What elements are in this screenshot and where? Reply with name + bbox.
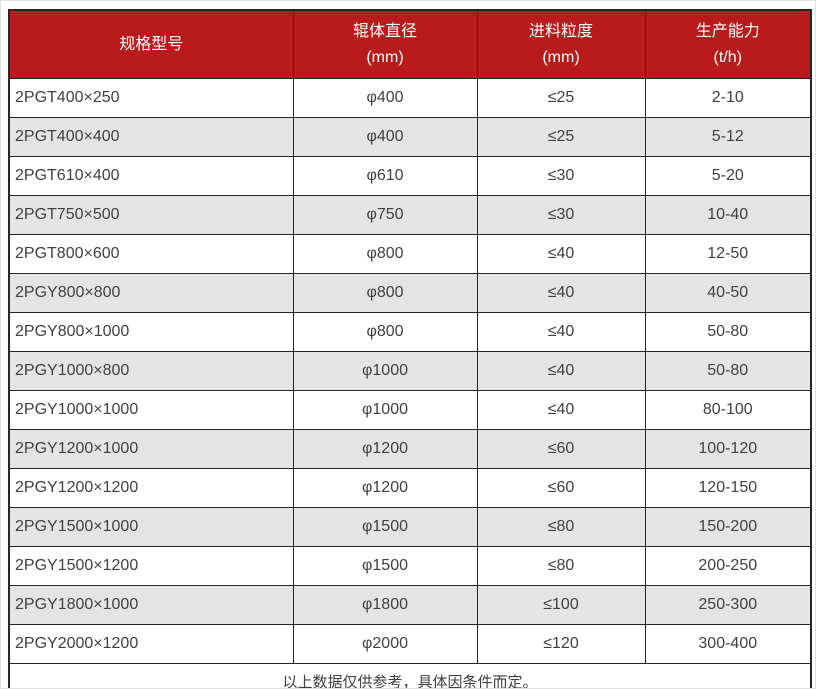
cell-model: 2PGY800×800: [8, 273, 294, 313]
cell-capacity: 2-10: [644, 78, 812, 118]
cell-feed-size: ≤30: [476, 156, 646, 196]
header-label-feed-size: 进料粒度: [528, 22, 593, 40]
cell-capacity: 100-120: [644, 429, 812, 469]
header-cell-feed-size: 进料粒度 (mm): [476, 9, 646, 79]
table-row: 2PGY800×1000 φ800 ≤40 50-80: [8, 312, 812, 352]
header-label-capacity: 生产能力: [695, 22, 760, 40]
cell-model: 2PGY1500×1000: [8, 507, 294, 547]
table-row: 2PGT750×500 φ750 ≤30 10-40: [8, 195, 812, 235]
cell-feed-size: ≤40: [476, 312, 646, 352]
cell-roller-diameter: φ800: [292, 312, 478, 352]
table-row: 2PGY1500×1000 φ1500 ≤80 150-200: [8, 507, 812, 547]
cell-capacity: 250-300: [644, 585, 812, 625]
cell-model: 2PGY1200×1200: [8, 468, 294, 508]
header-label-model: 规格型号: [119, 35, 184, 53]
table-row: 2PGY1800×1000 φ1800 ≤100 250-300: [8, 585, 812, 625]
cell-feed-size: ≤60: [476, 468, 646, 508]
cell-feed-size: ≤40: [476, 390, 646, 430]
table-row: 2PGY1200×1200 φ1200 ≤60 120-150: [8, 468, 812, 508]
cell-roller-diameter: φ610: [292, 156, 478, 196]
cell-feed-size: ≤60: [476, 429, 646, 469]
header-label-roller-diameter: 辊体直径: [352, 22, 417, 40]
cell-roller-diameter: φ1000: [292, 390, 478, 430]
cell-feed-size: ≤40: [476, 273, 646, 313]
cell-feed-size: ≤120: [476, 624, 646, 664]
header-unit-capacity: (t/h): [713, 48, 742, 66]
cell-model: 2PGT750×500: [8, 195, 294, 235]
cell-capacity: 120-150: [644, 468, 812, 508]
cell-capacity: 150-200: [644, 507, 812, 547]
cell-model: 2PGY800×1000: [8, 312, 294, 352]
cell-feed-size: ≤80: [476, 507, 646, 547]
cell-capacity: 12-50: [644, 234, 812, 274]
cell-model: 2PGY1800×1000: [8, 585, 294, 625]
table-row: 2PGT800×600 φ800 ≤40 12-50: [8, 234, 812, 274]
cell-roller-diameter: φ1200: [292, 468, 478, 508]
cell-model: 2PGT800×600: [8, 234, 294, 274]
table-row: 2PGT400×250 φ400 ≤25 2-10: [8, 78, 812, 118]
cell-capacity: 50-80: [644, 312, 812, 352]
table-header: 规格型号 辊体直径 (mm) 进料粒度 (mm) 生产能力 (t/h): [8, 9, 812, 79]
table-row: 2PGY800×800 φ800 ≤40 40-50: [8, 273, 812, 313]
table-row: 2PGT400×400 φ400 ≤25 5-12: [8, 117, 812, 157]
table-row: 2PGT610×400 φ610 ≤30 5-20: [8, 156, 812, 196]
cell-capacity: 10-40: [644, 195, 812, 235]
footer-row: 以上数据仅供参考，具体因条件而定。: [8, 663, 812, 688]
cell-feed-size: ≤25: [476, 117, 646, 157]
cell-roller-diameter: φ800: [292, 234, 478, 274]
table-row: 2PGY1000×1000 φ1000 ≤40 80-100: [8, 390, 812, 430]
cell-roller-diameter: φ400: [292, 78, 478, 118]
footer-note: 以上数据仅供参考，具体因条件而定。: [8, 663, 812, 688]
cell-model: 2PGT400×250: [8, 78, 294, 118]
cell-roller-diameter: φ800: [292, 273, 478, 313]
spec-table: 规格型号 辊体直径 (mm) 进料粒度 (mm) 生产能力 (t/h) 2PGT…: [8, 9, 812, 688]
cell-roller-diameter: φ1500: [292, 546, 478, 586]
cell-roller-diameter: φ1000: [292, 351, 478, 391]
cell-model: 2PGY2000×1200: [8, 624, 294, 664]
header-row: 规格型号 辊体直径 (mm) 进料粒度 (mm) 生产能力 (t/h): [8, 9, 812, 79]
cell-model: 2PGY1000×800: [8, 351, 294, 391]
table-row: 2PGY1500×1200 φ1500 ≤80 200-250: [8, 546, 812, 586]
cell-feed-size: ≤100: [476, 585, 646, 625]
cell-model: 2PGY1500×1200: [8, 546, 294, 586]
header-cell-model: 规格型号: [8, 9, 294, 79]
cell-feed-size: ≤40: [476, 351, 646, 391]
cell-roller-diameter: φ1200: [292, 429, 478, 469]
header-cell-roller-diameter: 辊体直径 (mm): [292, 9, 478, 79]
header-unit-feed-size: (mm): [542, 48, 580, 66]
cell-roller-diameter: φ750: [292, 195, 478, 235]
cell-capacity: 300-400: [644, 624, 812, 664]
cell-capacity: 50-80: [644, 351, 812, 391]
cell-model: 2PGT610×400: [8, 156, 294, 196]
cell-feed-size: ≤40: [476, 234, 646, 274]
header-cell-capacity: 生产能力 (t/h): [644, 9, 812, 79]
cell-capacity: 200-250: [644, 546, 812, 586]
cell-feed-size: ≤80: [476, 546, 646, 586]
cell-capacity: 5-12: [644, 117, 812, 157]
cell-roller-diameter: φ1800: [292, 585, 478, 625]
cell-model: 2PGT400×400: [8, 117, 294, 157]
table-body: 2PGT400×250 φ400 ≤25 2-10 2PGT400×400 φ400 ≤25…: [8, 78, 812, 664]
cell-roller-diameter: φ1500: [292, 507, 478, 547]
cell-capacity: 40-50: [644, 273, 812, 313]
table-row: 2PGY1200×1000 φ1200 ≤60 100-120: [8, 429, 812, 469]
cell-model: 2PGY1200×1000: [8, 429, 294, 469]
header-unit-roller-diameter: (mm): [366, 48, 404, 66]
cell-model: 2PGY1000×1000: [8, 390, 294, 430]
cell-feed-size: ≤30: [476, 195, 646, 235]
cell-feed-size: ≤25: [476, 78, 646, 118]
cell-capacity: 80-100: [644, 390, 812, 430]
cell-capacity: 5-20: [644, 156, 812, 196]
cell-roller-diameter: φ400: [292, 117, 478, 157]
table-footer: 以上数据仅供参考，具体因条件而定。: [8, 663, 812, 688]
table-row: 2PGY2000×1200 φ2000 ≤120 300-400: [8, 624, 812, 664]
table-row: 2PGY1000×800 φ1000 ≤40 50-80: [8, 351, 812, 391]
cell-roller-diameter: φ2000: [292, 624, 478, 664]
